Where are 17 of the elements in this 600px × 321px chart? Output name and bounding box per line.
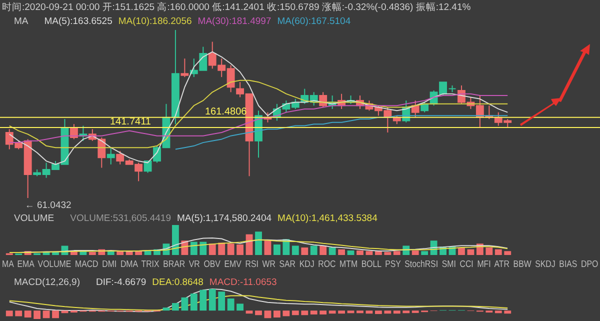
text: ← 61.0432 — [24, 200, 72, 211]
series-label: MA(10):1,461,433.5384 — [278, 213, 378, 224]
series-label: DEA:0.8648 — [152, 277, 204, 288]
text: MA EMA VOLUME MACD DMI DMA TRIX BRAR VR OBV EMV RSI WR SAR KDJ ROC MTM BOLL PSY StochRSI SMI CCI MFI ATR BBW SKDJ BIAS DPO — [2, 259, 598, 270]
series-label: MACD:-11.0653 — [209, 277, 277, 288]
text: MA(10):186.2056 — [118, 16, 192, 27]
legend-title: MA — [14, 16, 28, 27]
text: MA(5):163.6525 — [44, 16, 112, 27]
chart-title: 时间:2020-09-21 00:00 开:151.1625 高:160.0000 低:141.2401 收:150.6789 涨幅:-0.32%(-0.4836) 振幅:12.41% — [2, 2, 471, 13]
annotation: 141.7411 — [110, 116, 152, 128]
legend-title: VOLUME — [14, 213, 54, 224]
text: MA(60):167.5104 — [277, 16, 351, 27]
text: DIF:-4.6679 — [96, 277, 146, 288]
series-label: MA(5):1,174,580.2404 — [177, 213, 272, 224]
legend-title: MACD(12,26,9) — [14, 277, 80, 288]
text: MA(30):181.4997 — [198, 16, 272, 27]
series-label: VOLUME:531,605.4419 — [70, 213, 171, 224]
